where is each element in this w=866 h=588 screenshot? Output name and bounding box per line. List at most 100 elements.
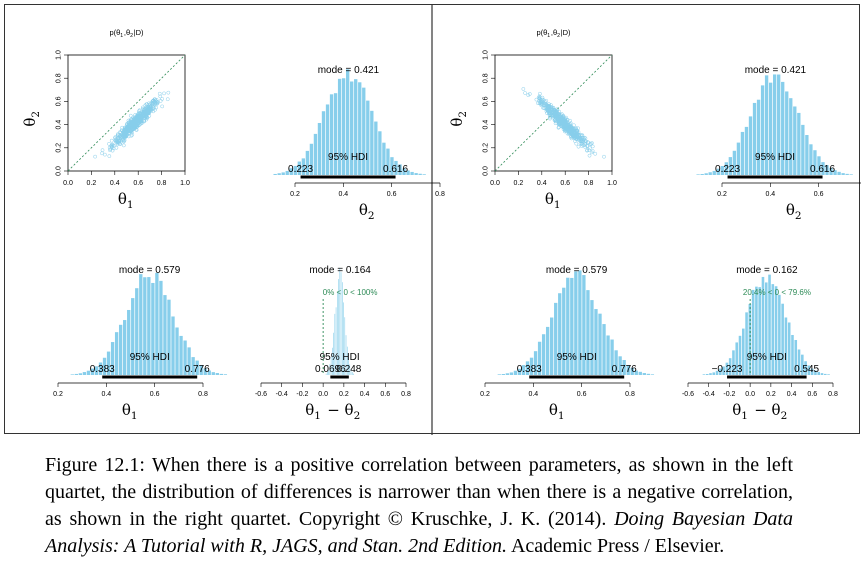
comp-label: 20.4% < 0 < 79.6% [743,288,811,297]
data-point [602,154,606,159]
x-tick-label: 0.0 [490,180,500,187]
data-point [132,125,137,129]
histogram-bar [745,312,748,375]
data-point [552,114,556,118]
histogram-bar [735,342,739,375]
data-point [568,125,573,130]
mode-label: mode = 0.421 [745,65,807,76]
hdi-label: 95% HDI [755,152,795,163]
histogram-bar [825,165,829,175]
y-tick-label: 0.4 [56,120,63,130]
x-tick-label: 0.4 [765,191,775,198]
histogram-bar [219,373,224,375]
data-point [575,134,580,138]
data-point [577,133,582,137]
data-point [577,137,582,141]
data-point [563,119,567,123]
histogram-bar [810,368,814,375]
histogram-bar [135,288,139,375]
histogram-bar [554,302,558,375]
caption-publisher: Academic Press / Elsevier. [507,535,725,557]
histogram-bar [513,370,518,375]
x-tick-label: 0.2 [717,191,727,198]
data-point [153,101,157,106]
data-point [534,97,539,102]
data-point [138,121,143,126]
histogram-bar [378,131,382,175]
histogram-bar [712,170,716,175]
data-point [118,130,123,135]
histogram-bar [758,287,761,375]
histogram-bar [784,317,788,375]
histogram-bar [90,368,95,375]
histogram-bar [781,81,785,175]
x-tick-label: 0.2 [87,180,97,187]
plot-frame [67,54,186,172]
data-point [587,153,592,158]
mode-label: mode = 0.579 [119,265,181,276]
histogram-bar [709,373,712,375]
histogram-bar [849,174,853,175]
data-point [117,140,122,145]
histogram-bar [768,82,773,175]
hist-difference: -0.6 -0.4 -0.2 0.0 0.2 0.4 0.6 0.8 mode = 0.162 9… [682,265,838,422]
histogram-bar [722,366,725,375]
data-point [137,111,142,116]
data-point [538,91,542,96]
x-tick-label: 0.4 [537,180,547,187]
histogram-bar [325,373,327,375]
histogram-bar [715,370,719,375]
data-point [151,98,156,103]
comp-label: 0% < 0 < 100% [323,288,378,297]
histogram-bar [179,335,183,375]
histogram-bar [724,162,728,175]
hdi-low-label: −0.223 [712,364,743,375]
y-tick-label: 0.0 [56,166,63,176]
histogram-bar [351,371,353,375]
histogram-bar [327,371,328,375]
data-point [130,132,135,137]
data-point [154,97,159,102]
histogram-bar [358,82,362,175]
y-axis-label: θ2 [448,109,469,126]
data-point [115,140,120,144]
x-tick-label: 0.8 [435,191,445,198]
x-tick-label: 0.2 [339,391,349,398]
histogram-bar [829,167,833,175]
x-tick-label: 0.6 [150,391,160,398]
histogram-bar [817,156,821,175]
histogram-bar [390,157,394,175]
histogram-bar [82,372,87,375]
data-point [128,113,133,118]
data-point [145,115,150,120]
histogram-bar [167,299,171,375]
histogram-bar [406,170,410,175]
data-point [121,138,126,142]
x-axis-label: θ1 [118,190,135,211]
data-point [108,148,112,153]
histogram-bar [696,174,700,175]
data-point [155,99,159,104]
histogram-bar [74,373,79,375]
x-tick-label: 0.6 [133,180,143,187]
data-point [123,131,127,136]
histogram-bar [741,328,745,375]
data-point [556,112,561,117]
histogram-bar [199,364,203,375]
hdi-low-label: 0.223 [715,164,740,175]
hdi-label: 95% HDI [747,352,787,363]
histogram-bar [370,110,374,175]
histogram-bar [814,370,817,375]
mode-label: mode = 0.421 [318,65,380,76]
data-point [128,129,133,133]
histogram-bar [366,100,370,175]
hdi-label: 95% HDI [328,152,368,163]
histogram-bar [646,373,651,375]
data-point [560,118,565,123]
data-point [145,108,150,113]
x-tick-label: 0.2 [514,180,524,187]
histogram-bar [642,373,646,375]
data-point [131,115,136,120]
histogram-bar [309,143,314,175]
histogram-bar [305,150,310,175]
